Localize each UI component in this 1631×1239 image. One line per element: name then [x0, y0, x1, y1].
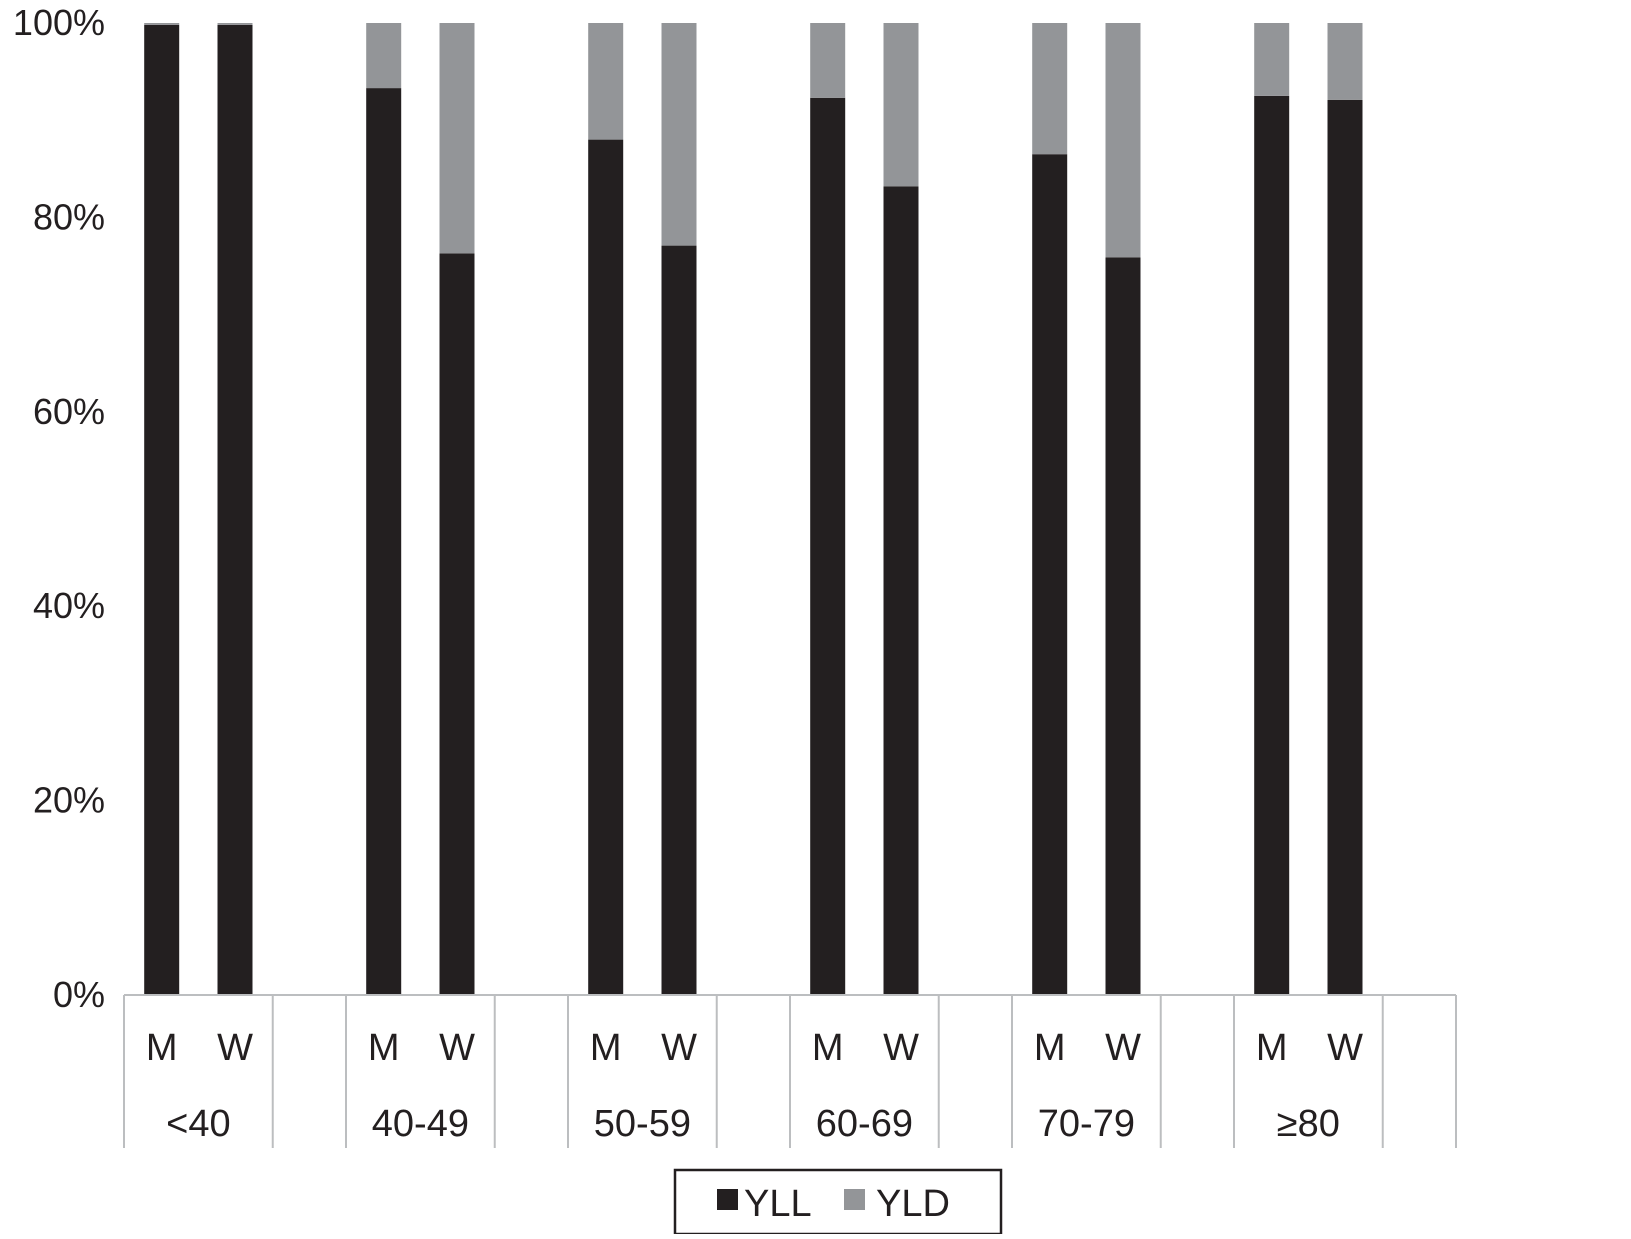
x-tick-label: W	[661, 1027, 697, 1069]
x-group-label: 40-49	[372, 1103, 469, 1145]
x-tick-label: W	[439, 1027, 475, 1069]
bar-segment-yld	[1327, 23, 1363, 100]
x-group-label: ≥80	[1277, 1103, 1340, 1145]
bar-segment-yld	[439, 23, 475, 254]
x-tick-label: W	[883, 1027, 919, 1069]
bar-segment-yld	[1032, 23, 1068, 155]
x-tick-label: W	[1327, 1027, 1363, 1069]
legend-swatch-yll	[717, 1189, 738, 1210]
legend-swatch-yld	[844, 1189, 865, 1210]
x-tick-label: M	[1256, 1027, 1288, 1069]
bar-segment-yld	[810, 23, 846, 98]
bar-segment-yll	[810, 97, 846, 996]
y-tick-label: 100%	[13, 2, 105, 43]
legend-label-yll: YLL	[744, 1183, 812, 1225]
x-group-label: 50-59	[594, 1103, 691, 1145]
x-group-label: 70-79	[1038, 1103, 1135, 1145]
bar-segment-yll	[1105, 257, 1141, 995]
bar-segment-yll	[1327, 99, 1363, 996]
bar-segment-yld	[1254, 23, 1290, 96]
bar-segment-yld	[661, 23, 697, 246]
legend: YLL YLD	[673, 1168, 1003, 1236]
y-tick-label: 20%	[33, 780, 105, 821]
y-tick-label: 40%	[33, 585, 105, 626]
x-axis: M W M W M W M W M W M W<40 40-49 50-59 60-69 70-79 ≥80	[123, 994, 1457, 1148]
bar-segment-yll	[588, 139, 624, 996]
x-tick-label: M	[1034, 1027, 1066, 1069]
x-tick-label: M	[368, 1027, 400, 1069]
bar-segment-yld	[1105, 23, 1141, 258]
bar-segment-yll	[217, 24, 253, 995]
bar-segment-yll	[366, 88, 402, 996]
x-tick-label: M	[146, 1027, 178, 1069]
bar-segment-yld	[144, 23, 180, 25]
bar-segment-yll	[144, 24, 180, 995]
x-tick-label: M	[590, 1027, 622, 1069]
y-tick-label: 0%	[53, 974, 105, 1015]
bar-segment-yld	[883, 23, 919, 187]
bar-segment-yld	[588, 23, 624, 140]
x-group-label: <40	[166, 1103, 230, 1145]
bars	[144, 23, 1363, 996]
bar-segment-yll	[439, 253, 475, 995]
x-group-label: 60-69	[816, 1103, 913, 1145]
bar-segment-yll	[883, 186, 919, 996]
x-tick-label: W	[217, 1027, 253, 1069]
y-tick-label: 60%	[33, 391, 105, 432]
y-tick-label: 80%	[33, 196, 105, 237]
bar-segment-yll	[661, 245, 697, 996]
bar-segment-yld	[217, 23, 253, 25]
bar-segment-yld	[366, 23, 402, 89]
legend-label-yld: YLD	[876, 1183, 950, 1225]
y-axis: 0% 20% 40% 60% 80% 100%	[13, 2, 105, 1015]
x-tick-label: W	[1105, 1027, 1141, 1069]
bar-segment-yll	[1254, 95, 1290, 995]
x-tick-label: M	[812, 1027, 844, 1069]
bar-segment-yll	[1032, 154, 1068, 995]
